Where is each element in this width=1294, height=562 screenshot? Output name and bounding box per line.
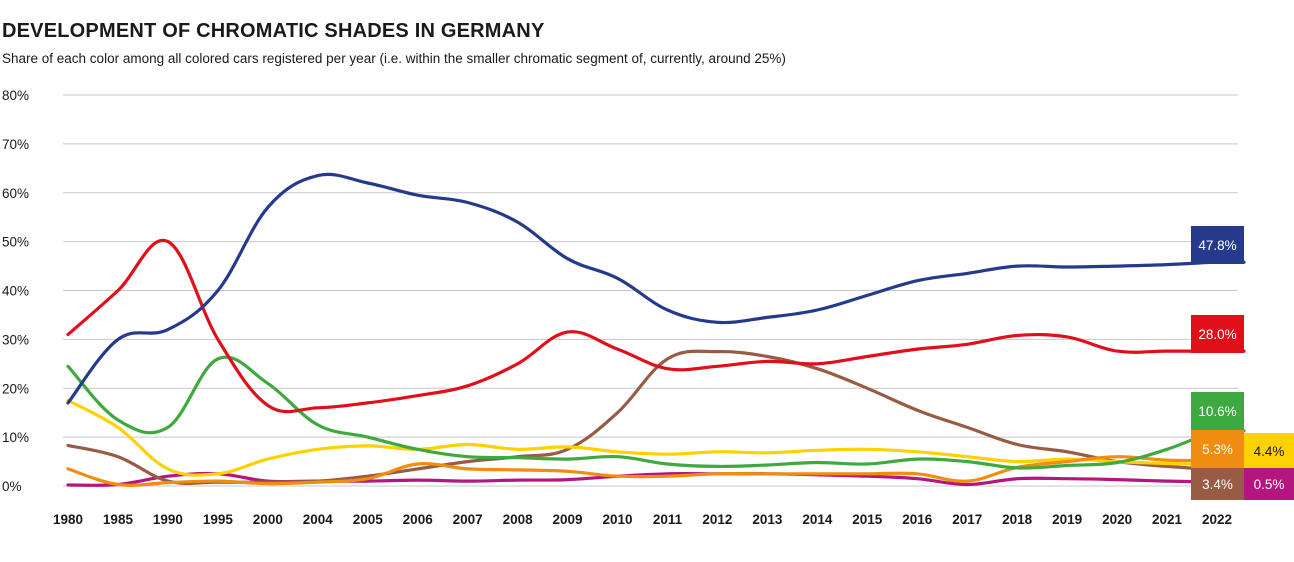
series-lines (66, 172, 1246, 487)
grid-lines (63, 94, 1238, 487)
end-label-box (1191, 226, 1244, 264)
end-label-box (1191, 468, 1244, 500)
end-label-value: 0.5% (1254, 477, 1285, 492)
end-label-box (1191, 430, 1244, 468)
end-label-value: 5.3% (1202, 442, 1233, 457)
end-label-box (1191, 315, 1244, 353)
series-line (66, 455, 1246, 487)
x-tick-label: 2011 (653, 512, 683, 527)
y-axis: 0% 10% 20% 30% 40% 50% 60% 70% 80% (2, 88, 29, 494)
y-tick-label: 70% (2, 137, 29, 152)
end-label-value: 4.4% (1254, 444, 1285, 459)
series-line (66, 172, 1246, 405)
x-tick-label: 2006 (403, 512, 434, 527)
y-tick-label: 30% (2, 332, 29, 347)
end-label-box (1191, 392, 1244, 430)
end-label-value: 47.8% (1198, 238, 1236, 253)
x-tick-label: 2018 (1002, 512, 1033, 527)
x-tick-label: 2007 (453, 512, 483, 527)
end-label-box (1244, 468, 1294, 500)
x-tick-label: 1995 (203, 512, 234, 527)
x-tick-label: 2022 (1202, 512, 1232, 527)
end-label-value: 10.6% (1198, 404, 1236, 419)
x-tick-label: 2008 (503, 512, 534, 527)
x-tick-label: 2017 (952, 512, 982, 527)
end-label-box (1244, 433, 1294, 469)
series-line (66, 238, 1246, 414)
x-tick-label: 2020 (1102, 512, 1132, 527)
x-tick-label: 2005 (353, 512, 384, 527)
x-tick-label: 1990 (153, 512, 183, 527)
y-tick-label: 40% (2, 284, 29, 299)
series-line (66, 355, 1246, 470)
x-tick-label: 1980 (53, 512, 83, 527)
chart-subtitle: Share of each color among all colored ca… (2, 51, 786, 66)
x-tick-label: 2021 (1152, 512, 1183, 527)
end-label-value: 3.4% (1202, 477, 1233, 492)
end-labels: 47.8% 28.0% 10.6% 5.3% 4.4% 3.4% 0.5% (1191, 226, 1294, 500)
x-tick-label: 2016 (902, 512, 933, 527)
x-tick-label: 2019 (1052, 512, 1082, 527)
x-tick-label: 2012 (702, 512, 732, 527)
y-tick-label: 0% (2, 479, 22, 494)
x-tick-label: 2014 (802, 512, 833, 527)
y-tick-label: 80% (2, 88, 29, 103)
y-tick-label: 60% (2, 186, 29, 201)
end-label-value: 28.0% (1198, 327, 1236, 342)
y-tick-label: 50% (2, 235, 29, 250)
x-axis: 1980 1985 1990 1995 2000 2004 2005 2006 2007 2008… (53, 512, 1232, 527)
x-tick-label: 2015 (852, 512, 883, 527)
x-tick-label: 2013 (752, 512, 783, 527)
chart-title: DEVELOPMENT OF CHROMATIC SHADES IN GERMA… (2, 20, 545, 42)
x-tick-label: 1985 (103, 512, 134, 527)
x-tick-label: 2000 (253, 512, 283, 527)
x-tick-label: 2010 (602, 512, 632, 527)
series-line (66, 398, 1246, 477)
x-tick-label: 2009 (553, 512, 583, 527)
y-tick-label: 10% (2, 430, 29, 445)
y-tick-label: 20% (2, 381, 29, 396)
x-tick-label: 2004 (303, 512, 334, 527)
